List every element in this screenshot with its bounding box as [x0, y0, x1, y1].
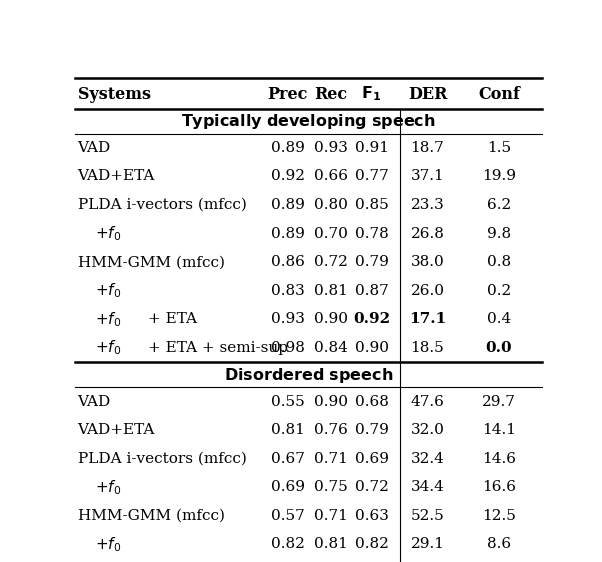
Text: HMM-GMM (mfcc): HMM-GMM (mfcc): [78, 255, 225, 269]
Text: 29.7: 29.7: [482, 395, 516, 409]
Text: 16.6: 16.6: [482, 480, 516, 494]
Text: 0.92: 0.92: [353, 312, 390, 327]
Text: 37.1: 37.1: [411, 170, 444, 183]
Text: Prec: Prec: [267, 85, 308, 102]
Text: 0.66: 0.66: [314, 170, 348, 183]
Text: 17.1: 17.1: [409, 312, 446, 327]
Text: 0.81: 0.81: [270, 423, 305, 437]
Text: 26.8: 26.8: [411, 226, 444, 241]
Text: 32.4: 32.4: [411, 452, 444, 466]
Text: 0.89: 0.89: [270, 198, 305, 212]
Text: 18.5: 18.5: [411, 341, 444, 355]
Text: + ETA: + ETA: [149, 312, 197, 327]
Text: $+ f_0$: $+ f_0$: [95, 338, 121, 357]
Text: 0.72: 0.72: [314, 255, 348, 269]
Text: 29.1: 29.1: [411, 537, 444, 551]
Text: 0.72: 0.72: [355, 480, 388, 494]
Text: 0.93: 0.93: [314, 141, 348, 155]
Text: PLDA i-vectors (mfcc): PLDA i-vectors (mfcc): [78, 198, 246, 212]
Text: Systems: Systems: [78, 85, 150, 102]
Text: 0.71: 0.71: [314, 509, 348, 523]
Text: 8.6: 8.6: [487, 537, 511, 551]
Text: 14.1: 14.1: [482, 423, 516, 437]
Text: 0.69: 0.69: [270, 480, 305, 494]
Text: $\mathbf{Disordered\ speech}$: $\mathbf{Disordered\ speech}$: [224, 366, 393, 384]
Text: 23.3: 23.3: [411, 198, 444, 212]
Text: 0.89: 0.89: [270, 141, 305, 155]
Text: 0.8: 0.8: [487, 255, 511, 269]
Text: 0.77: 0.77: [355, 170, 388, 183]
Text: PLDA i-vectors (mfcc): PLDA i-vectors (mfcc): [78, 452, 246, 466]
Text: 0.79: 0.79: [355, 423, 388, 437]
Text: 26.0: 26.0: [411, 284, 444, 298]
Text: 38.0: 38.0: [411, 255, 444, 269]
Text: 14.6: 14.6: [482, 452, 516, 466]
Text: 0.98: 0.98: [270, 341, 305, 355]
Text: 0.63: 0.63: [355, 509, 388, 523]
Text: $+ f_0$: $+ f_0$: [95, 224, 121, 243]
Text: 0.85: 0.85: [355, 198, 388, 212]
Text: 0.79: 0.79: [355, 255, 388, 269]
Text: 0.57: 0.57: [271, 509, 305, 523]
Text: VAD+ETA: VAD+ETA: [78, 170, 155, 183]
Text: 0.86: 0.86: [270, 255, 305, 269]
Text: 0.68: 0.68: [355, 395, 388, 409]
Text: 32.0: 32.0: [411, 423, 444, 437]
Text: $+ f_0$: $+ f_0$: [95, 478, 121, 497]
Text: VAD+ETA: VAD+ETA: [78, 423, 155, 437]
Text: VAD: VAD: [78, 395, 111, 409]
Text: 0.81: 0.81: [314, 284, 348, 298]
Text: $+ f_0$: $+ f_0$: [95, 310, 121, 329]
Text: 0.0: 0.0: [486, 341, 512, 355]
Text: 0.70: 0.70: [314, 226, 348, 241]
Text: Rec: Rec: [314, 85, 347, 102]
Text: 0.92: 0.92: [270, 170, 305, 183]
Text: 0.78: 0.78: [355, 226, 388, 241]
Text: $+ f_0$: $+ f_0$: [95, 535, 121, 554]
Text: 0.90: 0.90: [314, 395, 348, 409]
Text: 0.84: 0.84: [314, 341, 348, 355]
Text: 0.55: 0.55: [271, 395, 305, 409]
Text: 52.5: 52.5: [411, 509, 444, 523]
Text: 0.81: 0.81: [314, 537, 348, 551]
Text: 0.87: 0.87: [355, 284, 388, 298]
Text: 0.4: 0.4: [487, 312, 511, 327]
Text: 0.75: 0.75: [314, 480, 348, 494]
Text: Conf: Conf: [478, 85, 520, 102]
Text: 18.7: 18.7: [411, 141, 444, 155]
Text: 0.89: 0.89: [270, 226, 305, 241]
Text: HMM-GMM (mfcc): HMM-GMM (mfcc): [78, 509, 225, 523]
Text: 0.91: 0.91: [355, 141, 388, 155]
Text: 47.6: 47.6: [411, 395, 444, 409]
Text: 0.83: 0.83: [271, 284, 305, 298]
Text: 0.82: 0.82: [270, 537, 305, 551]
Text: 9.8: 9.8: [487, 226, 511, 241]
Text: 0.2: 0.2: [487, 284, 511, 298]
Text: 0.90: 0.90: [355, 341, 388, 355]
Text: $\mathbf{F_1}$: $\mathbf{F_1}$: [361, 85, 382, 103]
Text: 0.93: 0.93: [270, 312, 305, 327]
Text: 0.69: 0.69: [355, 452, 388, 466]
Text: VAD: VAD: [78, 141, 111, 155]
Text: 0.71: 0.71: [314, 452, 348, 466]
Text: 0.67: 0.67: [270, 452, 305, 466]
Text: 19.9: 19.9: [482, 170, 516, 183]
Text: + ETA + semi-sup: + ETA + semi-sup: [149, 341, 288, 355]
Text: 34.4: 34.4: [411, 480, 444, 494]
Text: 6.2: 6.2: [487, 198, 511, 212]
Text: $+ f_0$: $+ f_0$: [95, 282, 121, 300]
Text: DER: DER: [408, 85, 447, 102]
Text: 0.90: 0.90: [314, 312, 348, 327]
Text: 0.76: 0.76: [314, 423, 348, 437]
Text: $\mathbf{Typically\ developing\ speech}$: $\mathbf{Typically\ developing\ speech}$: [181, 112, 436, 131]
Text: 0.80: 0.80: [314, 198, 348, 212]
Text: 0.82: 0.82: [355, 537, 388, 551]
Text: 1.5: 1.5: [487, 141, 511, 155]
Text: 12.5: 12.5: [482, 509, 516, 523]
